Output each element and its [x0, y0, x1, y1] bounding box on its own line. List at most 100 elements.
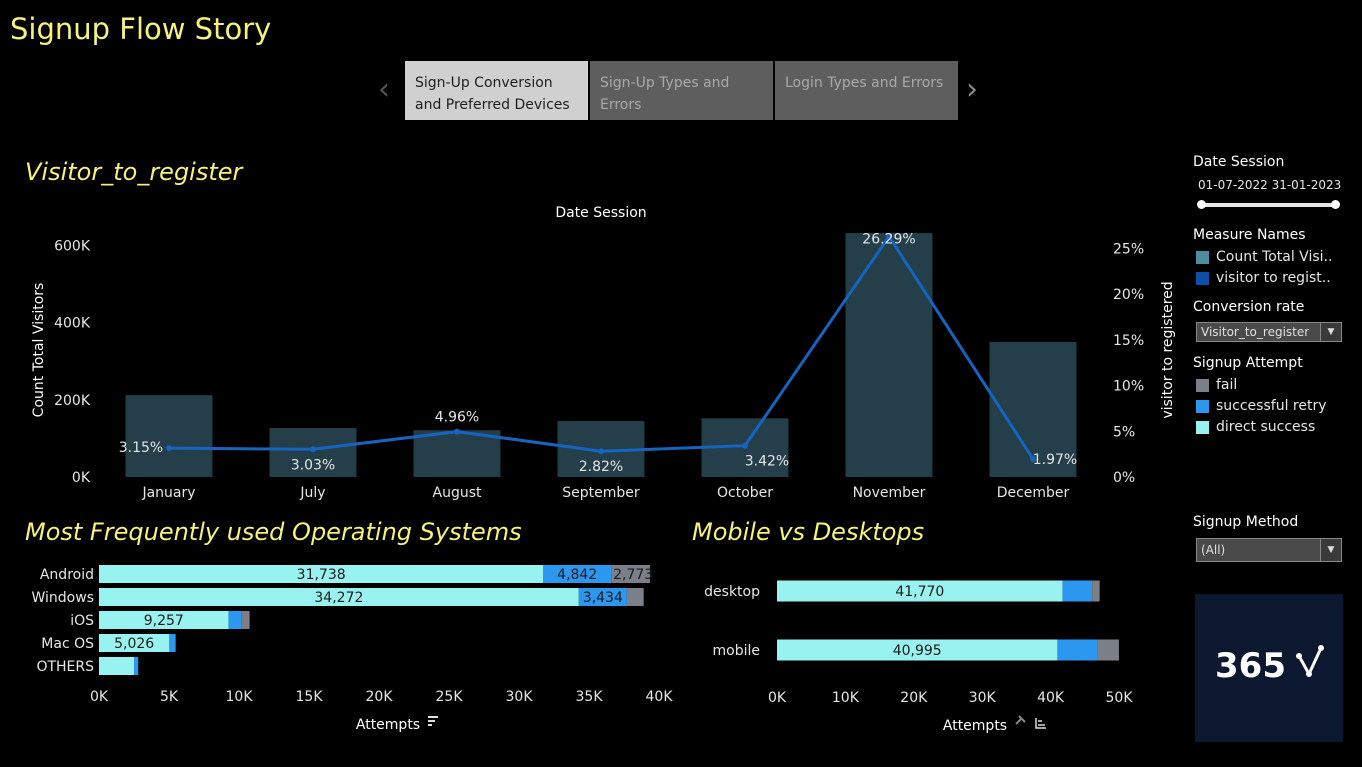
- category-label: iOS: [70, 613, 94, 629]
- legend-label: successful retry: [1216, 398, 1327, 414]
- y-tick-label: 200K: [54, 393, 91, 409]
- category-label: Windows: [32, 590, 95, 606]
- x-tick-label: 20K: [366, 689, 394, 705]
- x-tick-label: 10K: [832, 690, 860, 706]
- date-slider-start-handle[interactable]: [1197, 200, 1206, 209]
- x-tick-label: 15K: [296, 689, 324, 705]
- tab-signup-types[interactable]: Sign-Up Types and Errors: [590, 61, 773, 120]
- data-label: 4.96%: [435, 410, 479, 426]
- x-tick-label: 20K: [900, 690, 928, 706]
- chevron-down-icon[interactable]: ▼: [1320, 323, 1341, 341]
- bar-total-visitors: [989, 341, 1077, 477]
- tab-label-line2: Errors: [600, 97, 642, 113]
- sort-icon: [428, 716, 438, 726]
- bar-segment-direct-success: [99, 611, 229, 629]
- os-chart-title: Most Frequently used Operating Systems: [25, 518, 522, 546]
- bar-segment-direct-success: [99, 657, 134, 675]
- next-story-point-icon[interactable]: ›: [966, 72, 978, 107]
- bar-segment-fail: [1097, 639, 1119, 661]
- x-tick-label: 10K: [226, 689, 254, 705]
- legend-item-visitor-to-registered[interactable]: visitor to regist..: [1196, 268, 1331, 288]
- signup-method-dropdown[interactable]: (All) ▼: [1196, 538, 1342, 562]
- conversion-rate-label: Conversion rate: [1193, 299, 1305, 315]
- x-tick-label: December: [997, 485, 1070, 501]
- logo-text: 365: [1215, 646, 1286, 686]
- chevron-down-icon[interactable]: ▼: [1320, 539, 1341, 561]
- bar-total-visitors: [413, 430, 501, 477]
- signup-attempt-legend-label: Signup Attempt: [1193, 355, 1303, 371]
- category-label: Android: [40, 567, 94, 583]
- legend-swatch: [1196, 271, 1209, 285]
- x-tick-label: September: [562, 485, 640, 501]
- date-session-filter-label: Date Session: [1193, 154, 1285, 170]
- date-end: 31-01-2023: [1271, 178, 1342, 192]
- chart-header: Date Session: [555, 205, 646, 221]
- bar-segment-direct-success: [99, 588, 579, 606]
- legend-label: fail: [1216, 377, 1238, 393]
- date-range-readout: 01-07-2022 31-01-2023: [1198, 178, 1341, 192]
- legend-label: direct success: [1216, 419, 1316, 435]
- legend-swatch: [1196, 250, 1209, 264]
- legend-item-successful-retry[interactable]: successful retry: [1196, 396, 1327, 416]
- x-tick-label: January: [141, 485, 195, 501]
- bar-segment-direct-success: [777, 580, 1063, 602]
- legend-swatch: [1196, 378, 1209, 392]
- y2-tick-label: 15%: [1113, 333, 1144, 349]
- bar-segment-successful-retry: [543, 565, 612, 583]
- x-tick-label: August: [433, 485, 483, 501]
- date-slider-end-handle[interactable]: [1331, 200, 1340, 209]
- category-label: Mac OS: [41, 636, 94, 652]
- bar-segment-fail: [1092, 580, 1100, 602]
- bar-segment-fail: [626, 588, 644, 606]
- legend-item-fail[interactable]: fail: [1196, 375, 1237, 395]
- data-label: 34,272: [314, 590, 363, 606]
- prev-story-point-icon[interactable]: ‹: [378, 72, 390, 107]
- charts-canvas: Date Session 0K 200K 400K 600K 0% 5% 10% 15% 20% 2…: [31, 205, 1176, 734]
- tab-label-line1: Sign-Up Types and: [600, 75, 730, 91]
- dropdown-value: Visitor_to_register: [1201, 325, 1310, 339]
- y-tick-label: 0K: [72, 470, 91, 486]
- y2-tick-label: 20%: [1113, 287, 1144, 303]
- legend-label: Count Total Visi..: [1216, 249, 1333, 265]
- bar-segment-successful-retry: [134, 657, 139, 675]
- x-tick-label: October: [717, 485, 773, 501]
- legend-item-direct-success[interactable]: direct success: [1196, 417, 1315, 437]
- brand-logo: 365: [1195, 594, 1343, 742]
- bar-segment-fail: [611, 565, 650, 583]
- tab-label-line1: Login Types and Errors: [785, 75, 944, 91]
- y-tick-label: 400K: [54, 316, 91, 332]
- bar-total-visitors: [125, 395, 213, 477]
- line-point: [310, 446, 316, 453]
- line-point: [886, 233, 892, 240]
- x-tick-label: July: [299, 485, 325, 501]
- data-label: 31,738: [297, 567, 346, 583]
- data-label: 1.97%: [1033, 452, 1077, 468]
- bar-segment-successful-retry: [1057, 639, 1098, 661]
- y2-tick-label: 25%: [1113, 241, 1144, 257]
- visitor-chart-title: Visitor_to_register: [25, 158, 243, 186]
- x-tick-label: 30K: [506, 689, 534, 705]
- x-tick-label: 40K: [1037, 690, 1065, 706]
- bar-segment-direct-success: [777, 639, 1058, 661]
- tab-label-line2: and Preferred Devices: [415, 97, 570, 113]
- pin-icon: [1015, 715, 1026, 725]
- bar-segment-fail: [241, 611, 250, 629]
- bar-total-visitors: [269, 427, 357, 477]
- tab-signup-conversion[interactable]: Sign-Up Conversion and Preferred Devices: [405, 61, 588, 120]
- tab-login-types[interactable]: Login Types and Errors: [775, 61, 958, 120]
- dropdown-value: (All): [1201, 543, 1226, 557]
- y2-axis-label: visitor to registered: [1160, 281, 1176, 418]
- bar-segment-direct-success: [99, 634, 170, 652]
- y-tick-label: 600K: [54, 238, 91, 254]
- data-label: 41,770: [895, 584, 944, 600]
- legend-swatch: [1196, 420, 1209, 434]
- bar-total-visitors: [845, 233, 933, 477]
- date-range-slider[interactable]: [1199, 203, 1339, 207]
- y-axis-label: Count Total Visitors: [31, 283, 47, 418]
- bar-segment-direct-success: [99, 565, 544, 583]
- conversion-rate-dropdown[interactable]: Visitor_to_register ▼: [1196, 322, 1342, 342]
- data-label: 3.03%: [291, 457, 335, 473]
- x-tick-label: 30K: [969, 690, 997, 706]
- legend-swatch: [1196, 399, 1209, 413]
- legend-item-total-visitors[interactable]: Count Total Visi..: [1196, 247, 1332, 267]
